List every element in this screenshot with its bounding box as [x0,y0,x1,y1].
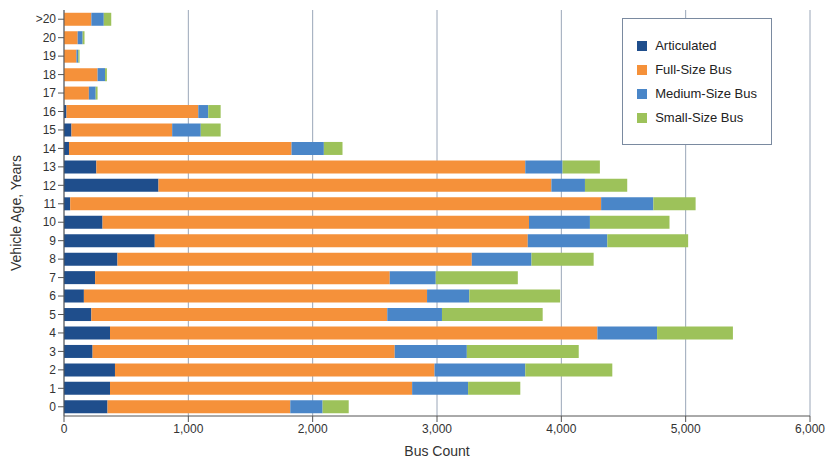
svg-text:>20: >20 [36,12,57,26]
svg-text:14: 14 [43,142,57,156]
svg-text:1: 1 [49,382,56,396]
svg-text:Vehicle Age, Years: Vehicle Age, Years [8,155,24,271]
svg-text:16: 16 [43,105,57,119]
svg-text:2: 2 [49,363,56,377]
svg-text:Bus Count: Bus Count [404,443,469,459]
svg-text:19: 19 [43,49,57,63]
svg-text:8: 8 [49,252,56,266]
svg-text:18: 18 [43,68,57,82]
svg-text:4: 4 [49,326,56,340]
svg-text:6,000: 6,000 [795,422,825,436]
svg-text:4,000: 4,000 [546,422,576,436]
html-text:Medium-Size Bus: Medium-Size Bus [655,86,757,101]
svg-text:0: 0 [49,400,56,414]
svg-text:20: 20 [43,31,57,45]
svg-text:5: 5 [49,308,56,322]
html-text:Full-Size Bus: Full-Size Bus [655,62,732,77]
svg-text:2,000: 2,000 [298,422,328,436]
svg-text:5,000: 5,000 [671,422,701,436]
svg-text:3,000: 3,000 [422,422,452,436]
svg-text:3: 3 [49,345,56,359]
svg-text:13: 13 [43,160,57,174]
svg-text:1,000: 1,000 [173,422,203,436]
svg-text:0: 0 [61,422,68,436]
svg-text:6: 6 [49,289,56,303]
html-text:Articulated: Articulated [655,38,717,53]
svg-text:17: 17 [43,86,57,100]
svg-text:11: 11 [44,197,57,211]
svg-text:12: 12 [43,179,57,193]
html-text:Small-Size Bus: Small-Size Bus [655,110,744,125]
svg-text:10: 10 [43,215,57,229]
svg-text:9: 9 [49,234,56,248]
svg-text:15: 15 [43,123,57,137]
svg-text:7: 7 [49,271,56,285]
